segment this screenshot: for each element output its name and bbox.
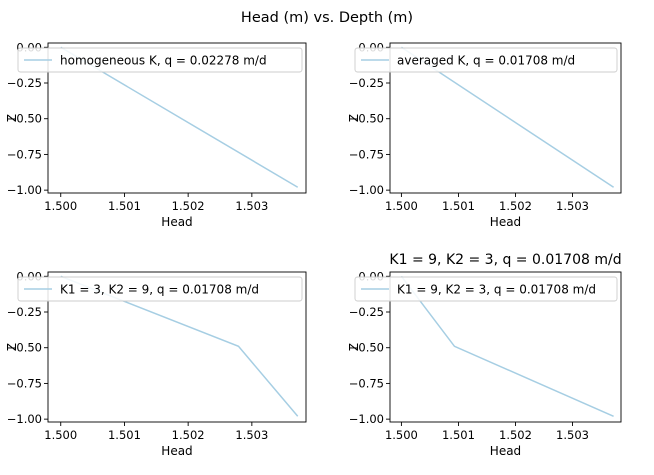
legend-label: averaged K, q = 0.01708 m/d <box>397 54 575 68</box>
x-tick-label: 1.502 <box>499 428 532 442</box>
y-axis-label: Z <box>347 343 361 351</box>
legend-box <box>17 47 303 73</box>
legend: homogeneous K, q = 0.02278 m/d <box>17 47 303 73</box>
y-tick-label: −0.50 <box>349 341 384 355</box>
y-axis-label: Z <box>347 114 361 122</box>
legend-box <box>354 276 618 302</box>
x-tick-label: 1.503 <box>235 428 268 442</box>
x-tick-label: 1.501 <box>108 428 141 442</box>
subplot-3: 1.500 1.501 1.502 1.5030.00−0.25−0.50−0.75−… <box>5 269 307 458</box>
x-tick-label: 1.502 <box>172 428 205 442</box>
legend-label: homogeneous K, q = 0.02278 m/d <box>60 54 267 68</box>
axes-frame <box>389 271 622 423</box>
x-tick-label: 1.500 <box>44 199 77 213</box>
legend: averaged K, q = 0.01708 m/d <box>354 47 618 73</box>
x-axis-label: Head <box>490 444 521 458</box>
axes-frame <box>47 42 307 194</box>
x-tick-label: 1.500 <box>44 428 77 442</box>
y-tick-label: −0.25 <box>7 305 42 319</box>
legend-label: K1 = 9, K2 = 3, q = 0.01708 m/d <box>397 283 596 297</box>
figure-title: Head (m) vs. Depth (m) <box>241 10 413 26</box>
legend-label: K1 = 3, K2 = 9, q = 0.01708 m/d <box>60 283 259 297</box>
x-tick-label: 1.503 <box>235 199 268 213</box>
x-axis-label: Head <box>161 444 192 458</box>
y-tick-label: −0.75 <box>349 147 384 161</box>
y-tick-label: −0.75 <box>7 376 42 390</box>
y-tick-label: −0.50 <box>349 112 384 126</box>
y-tick-label: −0.75 <box>349 376 384 390</box>
x-tick-label: 1.501 <box>442 428 475 442</box>
y-tick-label: −0.25 <box>349 305 384 319</box>
y-tick-label: −1.00 <box>7 412 42 426</box>
subplots: 1.500 1.501 1.502 1.5030.00−0.25−0.50−0.75−… <box>5 40 622 458</box>
y-tick-label: −0.75 <box>7 147 42 161</box>
y-tick-label: −1.00 <box>349 183 384 197</box>
x-tick-label: 1.501 <box>442 199 475 213</box>
y-tick-label: −0.25 <box>349 76 384 90</box>
subplot-1: 1.500 1.501 1.502 1.5030.00−0.25−0.50−0.75−… <box>5 40 307 229</box>
legend-box <box>354 47 618 73</box>
x-tick-label: 1.502 <box>172 199 205 213</box>
legend: K1 = 9, K2 = 3, q = 0.01708 m/d <box>354 276 618 302</box>
y-axis-label: Z <box>5 114 19 122</box>
x-tick-label: 1.500 <box>385 428 418 442</box>
x-tick-label: 1.500 <box>385 199 418 213</box>
y-tick-label: −1.00 <box>349 412 384 426</box>
axes-frame <box>389 42 622 194</box>
x-tick-label: 1.503 <box>556 199 589 213</box>
legend-box <box>17 276 303 302</box>
subplot-title: K1 = 9, K2 = 3, q = 0.01708 m/d <box>389 252 621 268</box>
x-axis-label: Head <box>490 215 521 229</box>
x-tick-label: 1.501 <box>108 199 141 213</box>
x-tick-label: 1.502 <box>499 199 532 213</box>
subplot-4: 1.500 1.501 1.502 1.5030.00−0.25−0.50−0.75−… <box>347 252 622 458</box>
y-tick-label: −0.25 <box>7 76 42 90</box>
y-tick-label: −0.50 <box>7 341 42 355</box>
subplot-2: 1.500 1.501 1.502 1.5030.00−0.25−0.50−0.75−… <box>347 40 622 229</box>
y-tick-label: −1.00 <box>7 183 42 197</box>
y-axis-label: Z <box>5 343 19 351</box>
y-tick-label: −0.50 <box>7 112 42 126</box>
legend: K1 = 3, K2 = 9, q = 0.01708 m/d <box>17 276 303 302</box>
axes-frame <box>47 271 307 423</box>
x-tick-label: 1.503 <box>556 428 589 442</box>
x-axis-label: Head <box>161 215 192 229</box>
